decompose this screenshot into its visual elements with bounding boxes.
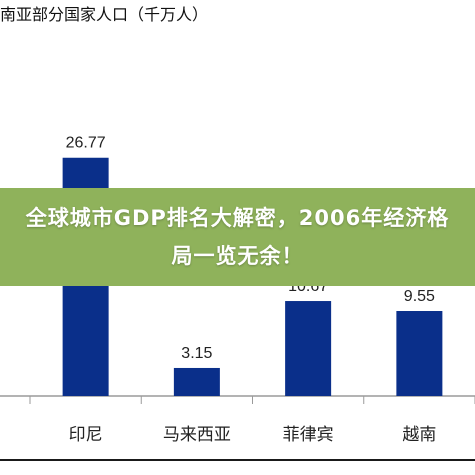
bar-3 [396,311,443,396]
banner-text: 全球城市GDP排名大解密，2006年经济格局一览无余！ [25,206,450,268]
x-tick-label-3: 越南 [402,425,436,445]
x-tick-label-0: 印尼 [69,425,103,445]
chart-title: 南亚部分国家人口（千万人） [0,5,209,23]
data-label-3: 9.55 [404,288,435,305]
headline-banner: 全球城市GDP排名大解密，2006年经济格局一览无余！ [0,188,475,286]
bar-1 [173,367,220,396]
data-label-1: 3.15 [181,345,212,362]
data-label-0: 26.77 [66,135,106,152]
bar-2 [285,301,332,396]
bottom-border [0,459,475,461]
x-tick-label-2: 菲律宾 [283,425,334,445]
x-tick-label-1: 马来西亚 [163,425,231,445]
